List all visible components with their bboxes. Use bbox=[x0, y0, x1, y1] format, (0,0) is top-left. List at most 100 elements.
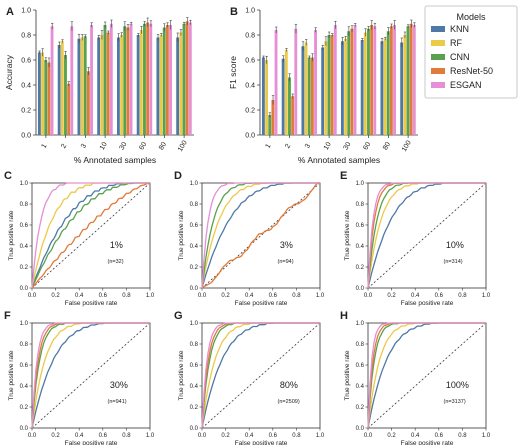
x-tick-label: 0.0 bbox=[198, 433, 207, 439]
roc-chart-d: D 0.0 0.2 0.4 0.6 0.8 1.0 0.0 0.2 0.4 0.6 0.8 1.0 3% (… bbox=[174, 170, 325, 307]
bar-esgan-60 bbox=[373, 26, 377, 135]
x-tick-label: 0.8 bbox=[122, 433, 131, 439]
x-tick-label: 10 bbox=[99, 141, 109, 151]
y-tick-label: 0.2 bbox=[190, 265, 199, 271]
roc-curve-esgan bbox=[31, 322, 150, 429]
bar-knn-60 bbox=[360, 40, 364, 135]
x-tick-label: 0.6 bbox=[99, 293, 108, 299]
x-tick-label: 2 bbox=[60, 143, 68, 150]
bar-esgan-1 bbox=[274, 30, 278, 135]
x-tick-label: 80 bbox=[158, 141, 168, 151]
x-axis-label: False positive rate bbox=[401, 300, 454, 307]
y-tick-label: 0.2 bbox=[356, 405, 365, 411]
y-tick-label: 0.6 bbox=[356, 363, 365, 369]
plot-frame bbox=[367, 182, 487, 289]
y-tick-label: 0.0 bbox=[20, 286, 29, 292]
bar-knn-3 bbox=[301, 46, 305, 135]
x-tick-label: 1.0 bbox=[316, 293, 325, 299]
x-tick-label: 0.0 bbox=[364, 293, 373, 299]
sample-percent-annotation: 100% bbox=[446, 380, 469, 390]
sample-percent-annotation: 10% bbox=[446, 240, 464, 250]
x-tick-label: 0.2 bbox=[51, 433, 60, 439]
y-tick-label: 0.6 bbox=[245, 58, 255, 65]
bar-esgan-1 bbox=[50, 26, 54, 135]
x-tick-label: 0.6 bbox=[435, 293, 444, 299]
chance-line bbox=[31, 322, 151, 429]
bar-knn-10 bbox=[321, 47, 325, 135]
x-tick-label: 1 bbox=[265, 143, 273, 150]
bar-cnn-1 bbox=[44, 60, 48, 135]
bar-rf-2 bbox=[60, 41, 64, 135]
bar-resnet-50-60 bbox=[146, 22, 150, 135]
y-tick-label: 0.0 bbox=[356, 426, 365, 432]
x-tick-label: 3 bbox=[304, 143, 312, 150]
legend-swatch-rf bbox=[431, 40, 445, 46]
y-tick-label: 0.0 bbox=[190, 286, 199, 292]
roc-curve-resnet-50 bbox=[367, 322, 486, 429]
bar-esgan-2 bbox=[294, 28, 298, 135]
legend-title: Models bbox=[456, 12, 486, 22]
x-tick-label: 1 bbox=[41, 143, 49, 150]
bar-cnn-60 bbox=[367, 28, 370, 135]
roc-curve-cnn bbox=[367, 182, 486, 289]
legend-entry-cnn: CNN bbox=[450, 52, 470, 62]
x-axis-label: % Annotated samples bbox=[74, 155, 156, 165]
roc-curve-resnet-50 bbox=[367, 182, 486, 289]
y-tick-label: 0.0 bbox=[20, 426, 29, 432]
sample-count-annotation: (n=3137) bbox=[444, 399, 466, 405]
bar-cnn-100 bbox=[406, 26, 410, 135]
sample-count-annotation: (n=314) bbox=[444, 259, 463, 265]
bar-rf-1 bbox=[41, 52, 44, 135]
legend-entry-resnet-50: ResNet-50 bbox=[450, 66, 493, 76]
bar-rf-80 bbox=[383, 38, 387, 135]
bar-esgan-10 bbox=[109, 23, 113, 135]
bar-rf-100 bbox=[179, 32, 183, 135]
y-axis-label: True positive rate bbox=[8, 350, 15, 400]
panel-label-f: F bbox=[4, 310, 11, 322]
bar-knn-80 bbox=[156, 37, 160, 135]
bar-esgan-3 bbox=[314, 30, 317, 135]
bar-cnn-3 bbox=[83, 36, 87, 135]
bar-resnet-50-1 bbox=[271, 100, 275, 135]
y-axis-label: True positive rate bbox=[344, 350, 351, 400]
bar-chart-a: A 0.0 0.2 0.4 0.6 0.8 1.0 1 2 3 10 30 60 80 100 % Annot… bbox=[4, 6, 194, 165]
legend-entry-rf: RF bbox=[450, 38, 462, 48]
x-axis-label: False positive rate bbox=[65, 440, 118, 445]
bar-esgan-3 bbox=[90, 25, 93, 135]
bar-resnet-50-80 bbox=[165, 25, 169, 135]
x-tick-label: 0.6 bbox=[99, 433, 108, 439]
panel-label-e: E bbox=[340, 170, 347, 182]
y-tick-label: 0.8 bbox=[245, 33, 255, 40]
bar-chart-b: B 0.0 0.2 0.4 0.6 0.8 1.0 1 2 3 10 30 60 80 100 % Annot… bbox=[228, 6, 418, 165]
bar-knn-80 bbox=[380, 41, 384, 135]
x-tick-label: 0.0 bbox=[28, 433, 37, 439]
roc-curve-knn bbox=[367, 322, 486, 429]
y-tick-label: 1.0 bbox=[356, 181, 365, 187]
roc-chart-g: G 0.0 0.2 0.4 0.6 0.8 1.0 0.0 0.2 0.4 0.6 0.8 1.0 80%… bbox=[174, 310, 325, 445]
roc-curve-esgan bbox=[31, 182, 150, 289]
y-tick-label: 1.0 bbox=[20, 321, 29, 327]
y-tick-label: 1.0 bbox=[20, 181, 29, 187]
x-tick-label: 0.6 bbox=[269, 293, 278, 299]
x-axis-label: False positive rate bbox=[65, 300, 118, 307]
x-tick-label: 0.4 bbox=[245, 433, 254, 439]
y-tick-label: 0.6 bbox=[20, 363, 29, 369]
legend-entry-knn: KNN bbox=[450, 24, 469, 34]
bar-resnet-50-100 bbox=[185, 21, 189, 135]
bar-resnet-50-1 bbox=[47, 62, 51, 135]
y-axis-label: Accuracy bbox=[4, 54, 14, 90]
y-tick-label: 0.0 bbox=[190, 426, 199, 432]
x-tick-label: 0.0 bbox=[28, 293, 37, 299]
bar-knn-1 bbox=[37, 52, 41, 135]
x-tick-label: 2 bbox=[284, 143, 292, 150]
x-tick-label: 0.4 bbox=[411, 433, 420, 439]
y-tick-label: 0.2 bbox=[190, 405, 199, 411]
x-tick-label: 1.0 bbox=[482, 433, 491, 439]
x-tick-label: 1.0 bbox=[146, 293, 155, 299]
x-tick-label: 80 bbox=[382, 141, 392, 151]
bar-knn-30 bbox=[116, 37, 120, 135]
y-tick-label: 0.6 bbox=[190, 223, 199, 229]
bar-resnet-50-10 bbox=[330, 35, 334, 135]
x-tick-label: 0.8 bbox=[292, 433, 301, 439]
legend-swatch-cnn bbox=[431, 54, 445, 60]
